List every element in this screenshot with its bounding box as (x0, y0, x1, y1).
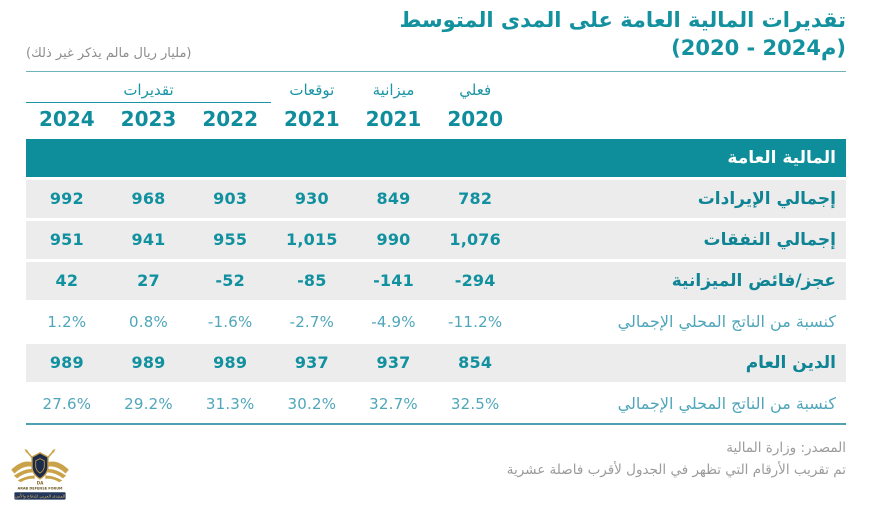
row-label: الدين العام (745, 352, 836, 373)
cell-2021-b: 990 (376, 230, 411, 250)
table-row-expenditures: إجمالي النفقات 1,076 990 1,015 955 941 9… (26, 220, 846, 259)
report-page: تقديرات المالية العامة على المدى المتوسط… (26, 6, 846, 482)
row-label: إجمالي الإيرادات (697, 188, 836, 209)
cell-2021-b: 849 (376, 189, 411, 209)
cell-2022: -52 (215, 271, 245, 291)
table-row-deficit-gdp-pct: كنسبة من الناتج المحلي الإجمالي -11.2% -… (26, 303, 846, 341)
cell-2023: 989 (131, 353, 166, 373)
rounding-note: تم تقريب الأرقام التي تظهر في الجدول لأق… (506, 461, 846, 478)
row-label: كنسبة من الناتج المحلي الإجمالي (617, 312, 836, 332)
cell-2022: 903 (213, 189, 248, 209)
colhead-budget-label: ميزانية (372, 80, 415, 99)
wings-icon (11, 461, 69, 483)
table-row-public-debt: الدين العام 854 937 937 989 989 989 (26, 343, 846, 382)
row-label: عجز/فائض الميزانية (671, 270, 836, 291)
cell-2021-p: -85 (297, 271, 327, 291)
table-row-revenues: إجمالي الإيرادات 782 849 930 903 968 992 (26, 179, 846, 218)
cell-2024: 989 (49, 353, 84, 373)
cell-2021-p: -2.7% (289, 312, 335, 331)
colhead-estimates-label: تقديرات (26, 81, 272, 103)
cell-2021-b: -141 (373, 271, 414, 291)
cell-2024: 992 (49, 189, 84, 209)
logo-title: ARAB DEFENSE FORUM (18, 487, 63, 491)
cell-2020: 782 (458, 189, 493, 209)
logo-ribbon (14, 492, 66, 500)
colhead-year-spacer (516, 106, 846, 131)
cell-2021-p: 937 (294, 353, 329, 373)
colhead-year-2021-p: 2021 (284, 106, 340, 131)
colhead-actual-label: فعلي (459, 80, 492, 99)
cell-2021-p: 30.2% (287, 394, 337, 413)
section-header-label: المالية العامة (727, 147, 836, 168)
cell-2022: 955 (213, 230, 248, 250)
page-title-line1: تقديرات المالية العامة على المدى المتوسط (399, 8, 846, 32)
column-headers: فعلي ميزانية توقعات تقديرات 2020 2021 20… (26, 72, 846, 131)
cell-2023: 968 (131, 189, 166, 209)
cell-2020: -11.2% (448, 312, 503, 331)
row-label: كنسبة من الناتج المحلي الإجمالي (617, 394, 836, 414)
cell-2021-b: 32.7% (369, 394, 418, 413)
colhead-projection-label: توقعات (289, 80, 335, 99)
colhead-spacer (516, 81, 846, 103)
page-title-line2: (2020 - 2024م) (671, 36, 846, 61)
cell-2024: 1.2% (47, 312, 87, 331)
cell-2020: 854 (458, 353, 493, 373)
cell-2023: 0.8% (129, 312, 168, 331)
cell-2020: 32.5% (450, 394, 500, 413)
colhead-year-2022: 2022 (202, 106, 259, 131)
table-row-debt-gdp-pct: كنسبة من الناتج المحلي الإجمالي 32.5% 32… (26, 385, 846, 425)
logo-subtitle-arabic: المنتدى العربي للدفاع والأمن (15, 493, 66, 500)
cell-2021-p: 1,015 (286, 230, 338, 250)
cell-2021-b: -4.9% (371, 312, 416, 331)
cell-2022: -1.6% (207, 312, 253, 331)
cell-2020: 1,076 (449, 230, 501, 250)
shield-icon (31, 451, 49, 480)
cell-2024: 951 (49, 230, 84, 250)
cell-2023: 27 (137, 271, 160, 291)
cell-2024: 42 (55, 271, 79, 291)
cell-2022: 989 (213, 353, 248, 373)
colhead-year-2023: 2023 (120, 106, 177, 131)
footer-notes: المصدر: وزارة المالية تم تقريب الأرقام ا… (26, 437, 846, 482)
cell-2022: 31.3% (205, 394, 255, 413)
section-header-bar: المالية العامة (26, 138, 846, 177)
cell-2021-p: 930 (294, 189, 329, 209)
unit-note: (مليار ريال مالم يذكر غير ذلك) (26, 45, 192, 61)
cell-2023: 941 (131, 230, 166, 250)
logo-monogram: DA (37, 481, 45, 487)
colhead-year-2021-b: 2021 (365, 106, 422, 131)
cell-2021-b: 937 (376, 353, 411, 373)
arab-defense-forum-logo: DA ARAB DEFENSE FORUM المنتدى العربي للد… (11, 449, 69, 500)
colhead-year-2020: 2020 (447, 106, 503, 131)
row-label: إجمالي النفقات (703, 229, 836, 250)
source-note: المصدر: وزارة المالية (726, 439, 846, 456)
table-row-deficit-surplus: عجز/فائض الميزانية -294 -141 -85 -52 27 … (26, 261, 846, 300)
page-title: تقديرات المالية العامة على المدى المتوسط… (400, 6, 846, 63)
cell-2024: 27.6% (42, 394, 92, 413)
page-header: تقديرات المالية العامة على المدى المتوسط… (26, 6, 846, 72)
cell-2023: 29.2% (124, 394, 173, 413)
cell-2020: -294 (454, 271, 496, 291)
colhead-year-2024: 2024 (39, 106, 95, 131)
